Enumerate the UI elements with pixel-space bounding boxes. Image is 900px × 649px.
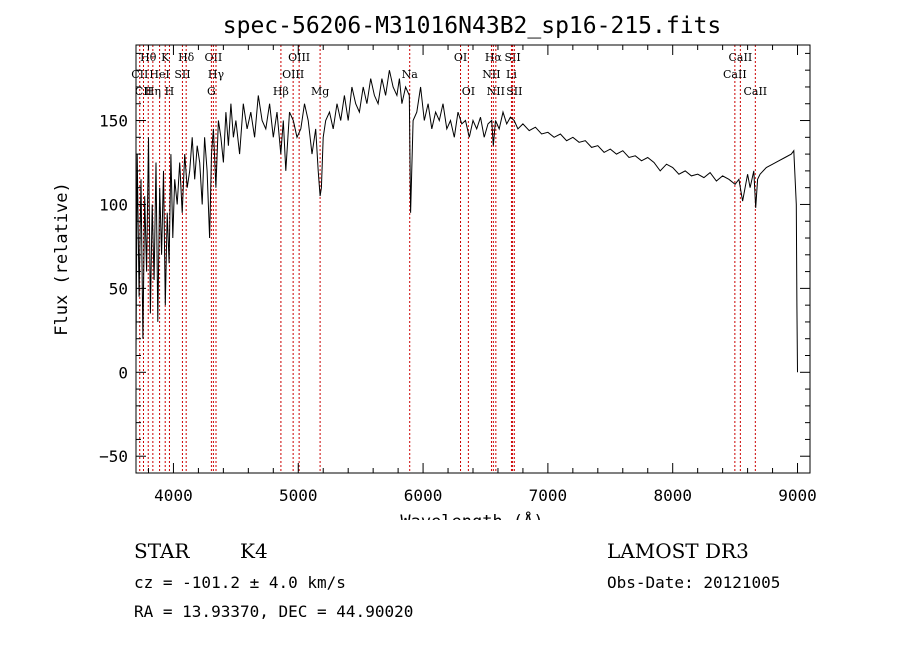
spectral-line-label: HeI	[149, 68, 169, 81]
spectral-line-label: H	[165, 85, 175, 98]
spectral-line-label: CII	[131, 68, 148, 81]
spectral-line-label: Hη	[145, 85, 161, 98]
spectral-line-label: OI	[462, 85, 475, 98]
x-tick-label: 5000	[279, 486, 318, 505]
observation-date: Obs-Date: 20121005	[607, 573, 781, 592]
spectral-line-label: OI	[454, 51, 467, 64]
spectral-line-label: CII	[135, 85, 152, 98]
y-tick-label: 100	[99, 195, 128, 214]
spectral-line-label: CaII	[723, 68, 747, 81]
spectral-line-label: Hδ	[178, 51, 195, 64]
spectral-line-label: Hγ	[208, 68, 225, 81]
flux-series-line	[135, 70, 798, 373]
ra-dec-coordinates: RA = 13.93370, DEC = 44.90020	[134, 602, 414, 621]
redshift-cz: cz = -101.2 ± 4.0 km/s	[134, 573, 346, 592]
survey-name: LAMOST DR3	[607, 539, 749, 563]
x-tick-label: 8000	[653, 486, 692, 505]
axis-ticks: 4000 5000 6000 7000 8000 9000 −50 0 50 100 150	[99, 45, 817, 505]
spectral-line-label: SII	[506, 85, 522, 98]
spectral-line-label: Hα	[485, 51, 503, 64]
spectral-line-label: Hθ	[140, 51, 157, 64]
spectral-line-label: Hβ	[273, 85, 289, 98]
spectral-line-label: G	[207, 85, 216, 98]
spectral-line-label: NII	[482, 68, 500, 81]
x-tick-label: 6000	[404, 486, 443, 505]
spectral-line-label: Li	[506, 68, 517, 81]
spectral-line-label: K	[161, 51, 170, 64]
spectral-line-label: Mg	[311, 85, 329, 98]
plot-frame	[135, 44, 811, 474]
x-tick-label: 4000	[154, 486, 193, 505]
y-tick-label: 50	[109, 279, 128, 298]
spectral-line-label: OIII	[288, 51, 310, 64]
spectral-line-label: OIII	[282, 68, 304, 81]
spectral-line-label: CaII	[729, 51, 753, 64]
spectral-line-label: Na	[402, 68, 419, 81]
x-tick-label: 9000	[778, 486, 817, 505]
spectral-line-label: OII	[205, 51, 223, 64]
x-tick-label: 7000	[529, 486, 568, 505]
object-class: STAR	[134, 539, 190, 563]
spectral-line-label: SII	[504, 51, 520, 64]
y-tick-label: 150	[99, 112, 128, 131]
y-axis-label: Flux (relative)	[52, 182, 72, 336]
spectral-line-label: SII	[174, 68, 190, 81]
x-axis-label: Wavelength (Å)	[400, 510, 543, 520]
y-tick-label: 0	[118, 363, 128, 382]
y-tick-label: −50	[99, 447, 128, 466]
spectrum-chart: spec-56206-M31016N43B2_sp16-215.fits Hθ K…	[52, 13, 817, 520]
spectral-line-label: NII	[487, 85, 505, 98]
spectral-line-label: CaII	[743, 85, 767, 98]
chart-title: spec-56206-M31016N43B2_sp16-215.fits	[223, 13, 722, 39]
spectral-subclass: K4	[240, 539, 268, 563]
